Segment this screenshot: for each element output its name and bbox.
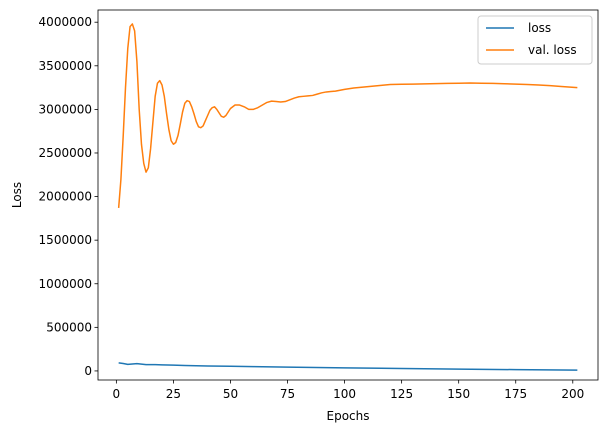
x-tick-label: 150: [447, 387, 470, 401]
y-tick-label: 3000000: [39, 102, 92, 116]
legend-label-loss: loss: [528, 21, 551, 35]
series-layer: [117, 23, 578, 371]
plot-frame: [97, 9, 599, 381]
x-axis-ticks: 0 25 50 75 100 125 150 175 200: [113, 380, 584, 401]
x-tick-label: 125: [390, 387, 413, 401]
legend-label-val-loss: val. loss: [528, 43, 577, 57]
x-tick-label: 100: [333, 387, 356, 401]
y-tick-label: 4000000: [39, 15, 92, 29]
x-tick-label: 25: [166, 387, 181, 401]
legend: loss val. loss: [477, 15, 593, 65]
y-tick-label: 3500000: [39, 59, 92, 73]
y-tick-label: 0: [84, 364, 92, 378]
x-tick-label: 75: [280, 387, 295, 401]
x-tick-label: 0: [113, 387, 121, 401]
y-axis-ticks: 0 500000 1000000 1500000 2000000 2500000 30000…: [39, 15, 98, 378]
x-tick-label: 200: [561, 387, 584, 401]
y-tick-label: 2000000: [39, 190, 92, 204]
y-axis-title: Loss: [10, 182, 24, 208]
series-line-val-loss: [117, 23, 578, 208]
x-axis-title: Epochs: [327, 409, 370, 423]
y-tick-label: 2500000: [39, 146, 92, 160]
y-tick-label: 500000: [46, 320, 92, 334]
y-tick-label: 1000000: [39, 277, 92, 291]
plot-area: [98, 10, 598, 380]
series-line-loss: [118, 362, 578, 371]
x-tick-label: 50: [223, 387, 238, 401]
y-tick-label: 1500000: [39, 233, 92, 247]
x-tick-label: 175: [504, 387, 527, 401]
